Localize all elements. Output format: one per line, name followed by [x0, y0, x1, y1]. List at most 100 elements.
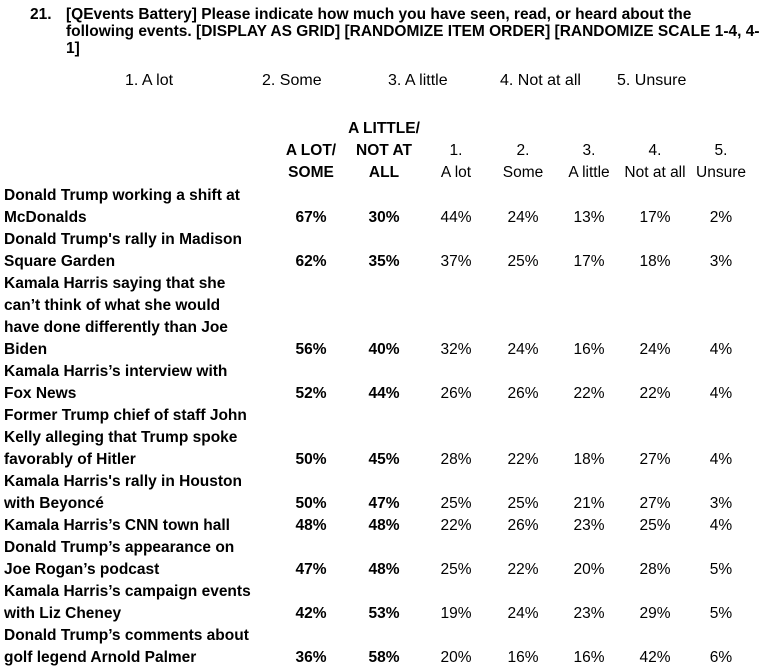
header-some: 2. Some — [502, 142, 544, 181]
value-unsure: 4% — [709, 451, 733, 468]
table-row: Former Trump chief of staff John Kelly al… — [4, 405, 754, 471]
row-label-line: Donald Trump’s appearance on — [4, 539, 235, 556]
header-a-little-not-at-all: A LITTLE/ NOT AT ALL — [348, 120, 420, 181]
value-not-at-all: 25% — [639, 517, 671, 534]
row-label-line: can’t think of what she would — [4, 297, 221, 314]
value-some: 25% — [507, 495, 539, 512]
value-unsure: 4% — [709, 517, 733, 534]
row-label: Kamala Harris’s CNN town hall — [4, 515, 276, 537]
header-not-at-all: 4. Not at all — [624, 142, 686, 181]
row-label: Kamala Harris saying that she can’t think… — [4, 273, 276, 361]
value-a-little: 16% — [573, 649, 605, 666]
row-label: Donald Trump’s appearance on Joe Rogan’s … — [4, 537, 276, 581]
row-label-line: Kamala Harris saying that she — [4, 275, 226, 292]
value-some: 24% — [507, 209, 539, 226]
question-text: [QEvents Battery] Please indicate how mu… — [66, 6, 760, 57]
value-some: 24% — [507, 341, 539, 358]
value-a-little-not-at-all: 48% — [368, 517, 400, 534]
scale-option-unsure: 5. Unsure — [617, 72, 687, 89]
row-label-line: Donald Trump's rally in Madison — [4, 231, 242, 248]
value-a-lot-some: 50% — [295, 451, 327, 468]
row-label-line: Kamala Harris’s CNN town hall — [4, 517, 230, 534]
row-label: Kamala Harris's rally in Houston with Bey… — [4, 471, 276, 515]
value-not-at-all: 18% — [639, 253, 671, 270]
value-some: 22% — [507, 561, 539, 578]
value-unsure: 4% — [709, 385, 733, 402]
scale-option-not-at-all: 4. Not at all — [500, 72, 581, 89]
value-a-little-not-at-all: 48% — [368, 561, 400, 578]
header-a-lot: 1. A lot — [440, 142, 472, 181]
value-a-little-not-at-all: 45% — [368, 451, 400, 468]
value-a-lot: 26% — [440, 385, 472, 402]
row-label: Former Trump chief of staff John Kelly al… — [4, 405, 276, 471]
value-a-little: 17% — [573, 253, 605, 270]
row-label: Donald Trump working a shift at McDonalds — [4, 185, 276, 229]
table-row: Donald Trump’s appearance on Joe Rogan’s … — [4, 537, 754, 581]
value-a-little: 21% — [573, 495, 605, 512]
scale-option-a-lot: 1. A lot — [125, 72, 174, 89]
row-label-line: Donald Trump working a shift at — [4, 187, 240, 204]
header-a-little: 3. A little — [568, 142, 610, 181]
table-row: Kamala Harris’s CNN town hall 48% 48% 22% 26… — [4, 515, 754, 537]
value-a-little: 13% — [573, 209, 605, 226]
question-number: 21. — [30, 6, 52, 23]
value-not-at-all: 42% — [639, 649, 671, 666]
value-a-lot-some: 56% — [295, 341, 327, 358]
row-label-line: Former Trump chief of staff John — [4, 407, 247, 424]
value-a-lot: 37% — [440, 253, 472, 270]
row-label-line: favorably of Hitler — [4, 451, 136, 468]
table-row: Donald Trump’s comments about golf legend… — [4, 625, 754, 669]
value-unsure: 5% — [709, 605, 733, 622]
value-a-little: 23% — [573, 517, 605, 534]
row-label: Kamala Harris’s interview with Fox News — [4, 361, 276, 405]
value-a-little-not-at-all: 35% — [368, 253, 400, 270]
value-a-little-not-at-all: 30% — [368, 209, 400, 226]
value-a-lot: 28% — [440, 451, 472, 468]
value-some: 16% — [507, 649, 539, 666]
value-not-at-all: 17% — [639, 209, 671, 226]
value-unsure: 5% — [709, 561, 733, 578]
value-unsure: 6% — [709, 649, 733, 666]
row-label-line: Joe Rogan’s podcast — [4, 561, 160, 578]
table-header-row: A LOT/ SOME A LITTLE/ NOT AT ALL 1. A lo… — [4, 118, 754, 185]
value-a-lot: 32% — [440, 341, 472, 358]
value-a-little-not-at-all: 53% — [368, 605, 400, 622]
value-a-lot-some: 47% — [295, 561, 327, 578]
value-a-little: 23% — [573, 605, 605, 622]
value-a-lot-some: 50% — [295, 495, 327, 512]
row-label-line: Biden — [4, 341, 48, 358]
row-label-line: with Beyoncé — [4, 495, 104, 512]
header-a-lot-some: A LOT/ SOME — [285, 142, 337, 181]
row-label-line: have done differently than Joe — [4, 319, 228, 336]
row-label-line: golf legend Arnold Palmer — [4, 649, 197, 666]
value-unsure: 3% — [709, 495, 733, 512]
value-a-lot-some: 52% — [295, 385, 327, 402]
value-a-lot-some: 42% — [295, 605, 327, 622]
value-a-lot: 22% — [440, 517, 472, 534]
value-a-little: 20% — [573, 561, 605, 578]
value-not-at-all: 24% — [639, 341, 671, 358]
row-label-line: Fox News — [4, 385, 77, 402]
value-a-little-not-at-all: 44% — [368, 385, 400, 402]
value-a-little-not-at-all: 40% — [368, 341, 400, 358]
value-some: 26% — [507, 385, 539, 402]
row-label-line: Square Garden — [4, 253, 116, 270]
results-table: A LOT/ SOME A LITTLE/ NOT AT ALL 1. A lo… — [4, 118, 754, 669]
value-a-lot-some: 67% — [295, 209, 327, 226]
row-label: Kamala Harris’s campaign events with Liz … — [4, 581, 276, 625]
row-label-line: with Liz Cheney — [4, 605, 122, 622]
value-a-lot-some: 62% — [295, 253, 327, 270]
row-label-line: Kamala Harris's rally in Houston — [4, 473, 242, 490]
value-some: 25% — [507, 253, 539, 270]
value-a-lot: 19% — [440, 605, 472, 622]
table-body: Donald Trump working a shift at McDonalds… — [4, 185, 754, 669]
value-a-lot: 20% — [440, 649, 472, 666]
header-blank — [4, 118, 276, 185]
row-label: Donald Trump's rally in Madison Square Ga… — [4, 229, 276, 273]
value-unsure: 2% — [709, 209, 733, 226]
scale-option-some: 2. Some — [262, 72, 322, 89]
value-a-little: 22% — [573, 385, 605, 402]
value-not-at-all: 27% — [639, 451, 671, 468]
table-row: Kamala Harris’s interview with Fox News 52… — [4, 361, 754, 405]
value-not-at-all: 29% — [639, 605, 671, 622]
